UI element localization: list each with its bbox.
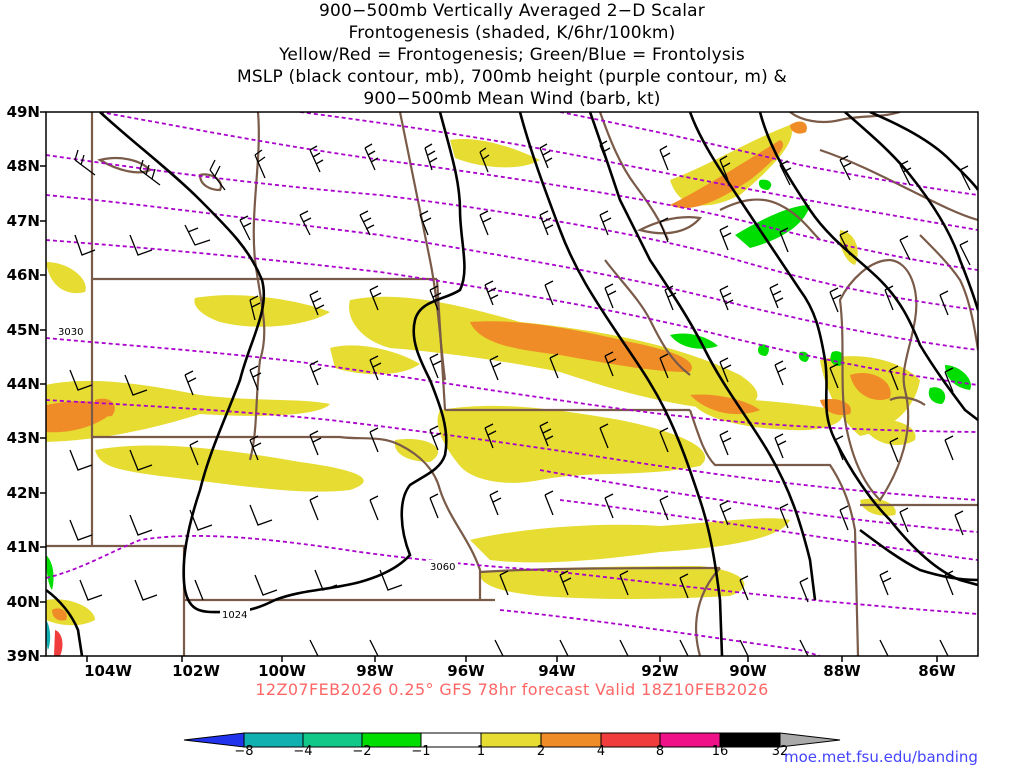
lon-label: 92W <box>641 662 679 680</box>
colorbar-label: 2 <box>536 744 546 759</box>
title-line-5: 900−500mb Mean Wind (barb, kt) <box>363 89 661 109</box>
lat-label: 49N <box>6 103 40 121</box>
title-line-4: MSLP (black contour, mb), 700mb height (… <box>236 67 788 87</box>
colorbar-label: 1 <box>476 744 486 759</box>
colorbar-label: −2 <box>352 744 372 759</box>
lat-label: 45N <box>6 321 40 339</box>
lat-label: 43N <box>6 429 40 447</box>
colorbar-label: −1 <box>411 744 431 759</box>
colorbar-label: 4 <box>596 744 606 759</box>
lat-label: 40N <box>6 593 40 611</box>
colorbar-label: −4 <box>293 744 313 759</box>
contour-labels: 3030 3060 1024 <box>56 325 458 621</box>
lon-label: 104W <box>84 662 132 680</box>
lon-label: 94W <box>538 662 576 680</box>
wind-barbs <box>69 140 971 656</box>
mslp-contours <box>46 112 978 656</box>
lon-label: 100W <box>258 662 306 680</box>
axis-ticks <box>40 111 938 662</box>
lon-label: 88W <box>823 662 861 680</box>
forecast-valid-time: 12Z07FEB2026 0.25° GFS 78hr forecast Val… <box>255 680 769 699</box>
title-line-2: Frontogenesis (shaded, K/6hr/100km) <box>348 23 676 43</box>
lon-label: 96W <box>447 662 485 680</box>
state-borders <box>46 112 978 656</box>
colorbar-label: 32 <box>771 744 789 759</box>
frontolysis-strong-shading <box>46 620 63 656</box>
colorbar <box>183 732 841 748</box>
height-label-3030: 3030 <box>58 327 83 338</box>
lat-label: 48N <box>6 157 40 175</box>
lat-label: 42N <box>6 484 40 502</box>
colorbar-label: 8 <box>655 744 665 759</box>
lat-label: 47N <box>6 212 40 230</box>
colorbar-label: 16 <box>711 744 729 759</box>
title-line-3: Yellow/Red = Frontogenesis; Green/Blue =… <box>279 45 745 65</box>
title-line-1: 900−500mb Vertically Averaged 2−D Scalar <box>319 1 705 21</box>
lon-label: 90W <box>729 662 767 680</box>
lon-label: 98W <box>356 662 394 680</box>
height-label-3060: 3060 <box>430 562 455 573</box>
height-contours <box>46 112 978 656</box>
frontolysis-shading <box>46 179 971 590</box>
lat-label: 44N <box>6 375 40 393</box>
frontogenesis-strong-shading <box>46 121 891 621</box>
colorbar-label: −8 <box>234 744 254 759</box>
lat-label: 39N <box>6 647 40 665</box>
lon-label: 86W <box>918 662 956 680</box>
colorbar-cell-gt-32 <box>779 732 841 748</box>
lat-label: 41N <box>6 538 40 556</box>
lat-label: 46N <box>6 266 40 284</box>
lon-label: 102W <box>172 662 220 680</box>
site-link[interactable]: moe.met.fsu.edu/banding <box>784 748 978 766</box>
mslp-label-1024: 1024 <box>222 610 247 621</box>
